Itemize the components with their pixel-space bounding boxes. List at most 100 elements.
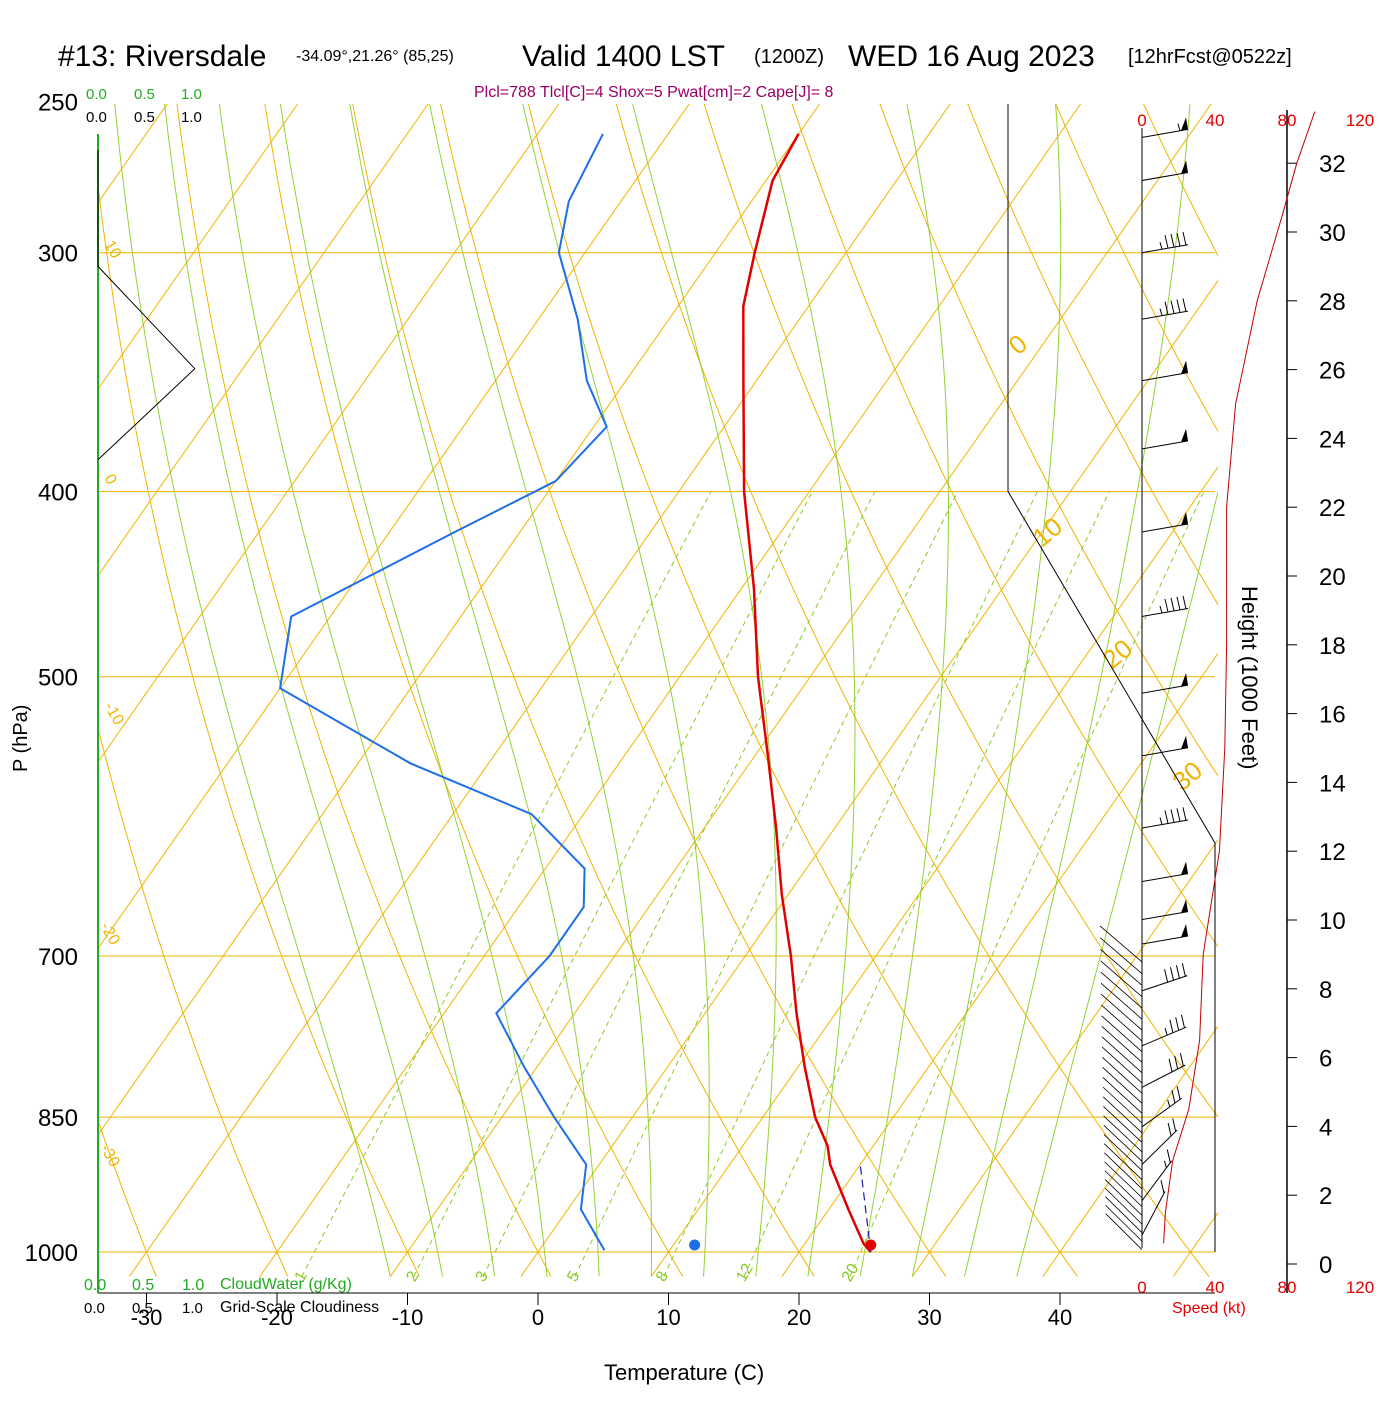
- dry-adiabat-line: [791, 104, 1218, 948]
- wind-barb-half: [1164, 1028, 1168, 1036]
- wind-barb-staff: [1141, 1129, 1178, 1165]
- low-level-barb-staff: [1101, 1046, 1143, 1084]
- x-axis-label: Temperature (C): [604, 1360, 765, 1385]
- wind-barb-staff: [1141, 684, 1189, 694]
- wind-barb-full: [1174, 1055, 1179, 1070]
- isotherm-line: [389, 104, 1212, 1277]
- wind-barb-half: [1167, 1099, 1171, 1107]
- mixing-ratio-line: [663, 491, 1038, 1277]
- low-level-barb-staff: [1101, 1026, 1143, 1063]
- pressure-tick-label: 400: [38, 479, 78, 506]
- wind-barb-full: [1176, 232, 1181, 247]
- station-coords: -34.09°,21.26° (85,25): [296, 48, 454, 65]
- wind-barb: [1141, 924, 1189, 945]
- height-tick-label: 24: [1319, 426, 1346, 453]
- surface-temperature-marker: [865, 1239, 877, 1251]
- mixing-ratio-line: [482, 491, 876, 1277]
- zulu-time: (1200Z): [754, 46, 825, 68]
- height-tick-label: 12: [1319, 839, 1346, 866]
- wind-barb-half: [1159, 817, 1163, 825]
- wind-barb: [1141, 963, 1188, 992]
- wind-barb-full: [1176, 1086, 1181, 1100]
- mixing-ratio-line: [849, 491, 1205, 1277]
- low-level-barb-staff: [1101, 1004, 1143, 1042]
- wind-speed-trace: [1163, 111, 1316, 1244]
- wind-barb-flag: [1181, 735, 1188, 750]
- wind-barb-half: [1159, 242, 1163, 250]
- wind-barb-full: [1170, 300, 1175, 314]
- wind-barb: [1141, 117, 1189, 138]
- low-level-barb-staff: [1105, 1204, 1143, 1242]
- dry-adiabat-line: [967, 104, 1218, 606]
- moist-adiabat-line: [522, 104, 710, 1277]
- wind-barb: [1141, 1052, 1186, 1088]
- wind-barb-full: [1175, 965, 1180, 979]
- pressure-tick-label: 700: [38, 944, 78, 971]
- isotherm-label: 30: [1167, 755, 1208, 797]
- wind-barb-staff: [1141, 171, 1189, 181]
- wind-barb-full: [1182, 298, 1187, 312]
- cloudiness-scale-bottom-05: 0.5: [132, 1300, 153, 1317]
- height-tick-label: 28: [1319, 289, 1346, 316]
- wind-barb-full: [1164, 810, 1169, 824]
- moist-adiabat-line: [164, 104, 443, 1277]
- wind-barb-flag: [1181, 117, 1188, 131]
- mixing-ratio-line: [574, 491, 959, 1277]
- wind-barb: [1141, 1014, 1187, 1047]
- wind-barb-full: [1172, 1118, 1177, 1132]
- low-level-barb-staff: [1103, 1124, 1143, 1162]
- height-tick-label: 32: [1319, 151, 1346, 178]
- x-tick-label: -10: [392, 1305, 424, 1330]
- wind-barb: [1141, 360, 1189, 382]
- low-level-barb-staff: [1104, 1170, 1143, 1207]
- cloudiness-scale-bottom-0: 0.0: [84, 1300, 105, 1317]
- wind-barb-flag: [1181, 160, 1188, 174]
- wind-barb-full: [1166, 1149, 1171, 1163]
- isotherm-line: [0, 0, 38, 1277]
- wind-barb-staff: [1141, 819, 1189, 829]
- wind-barb-staff: [1141, 1160, 1172, 1201]
- x-tick-label: 40: [1048, 1305, 1072, 1330]
- x-tick-label: -20: [261, 1305, 293, 1330]
- speed-tick-label-bottom: 40: [1206, 1278, 1225, 1297]
- height-tick-label: 16: [1319, 702, 1346, 729]
- low-level-barb-staff: [1102, 1096, 1143, 1134]
- dry-adiabat-line: [527, 104, 1078, 1277]
- dry-adiabat-line: [1055, 104, 1218, 433]
- wind-barb-staff: [1141, 1064, 1186, 1088]
- wind-barb-staff: [1141, 935, 1189, 945]
- low-level-barb-staff: [1105, 1196, 1143, 1234]
- isotherm-line: [98, 104, 560, 763]
- wind-barb-flag: [1181, 861, 1188, 875]
- low-level-barb-staff: [1102, 1067, 1143, 1104]
- moist-adiabat-line: [761, 104, 856, 1277]
- wind-barb-full: [1171, 1089, 1176, 1104]
- wind-barb: [1141, 899, 1189, 921]
- mixing-ratio-label: 12: [733, 1261, 757, 1285]
- isotherm-line: [0, 0, 168, 1277]
- x-tick-label: 30: [917, 1305, 941, 1330]
- height-tick-label: 0: [1319, 1252, 1332, 1279]
- low-level-barb-staff: [1103, 1106, 1143, 1143]
- low-level-barb-staff: [1103, 1134, 1143, 1171]
- low-level-barb-staff: [1100, 949, 1143, 986]
- mixing-ratio-line: [301, 491, 712, 1277]
- height-tick-label: 18: [1319, 633, 1346, 660]
- low-level-barb-staff: [1104, 1161, 1143, 1199]
- dry-adiabat-line: [1393, 0, 1400, 1277]
- wind-barb-staff: [1141, 310, 1189, 320]
- isotherm-label: 0: [1003, 328, 1033, 360]
- mixing-ratio-line: [413, 491, 813, 1277]
- cloudiness-scale-top-05: 0.5: [134, 109, 155, 126]
- low-level-barb-staff: [1103, 1115, 1143, 1153]
- wind-barb-staff: [1141, 747, 1189, 757]
- isotherm-label: -10: [101, 700, 127, 729]
- station-title: #13: Riversdale: [58, 40, 267, 73]
- moist-adiabat-line: [859, 104, 949, 1277]
- moist-adiabat-line: [279, 104, 548, 1277]
- speed-tick-label-top: 120: [1346, 111, 1374, 130]
- dry-adiabat-line: [98, 181, 420, 1277]
- height-tick-label: 14: [1319, 770, 1346, 797]
- isotherm-line: [98, 104, 168, 204]
- isotherm-line: [520, 279, 1218, 1277]
